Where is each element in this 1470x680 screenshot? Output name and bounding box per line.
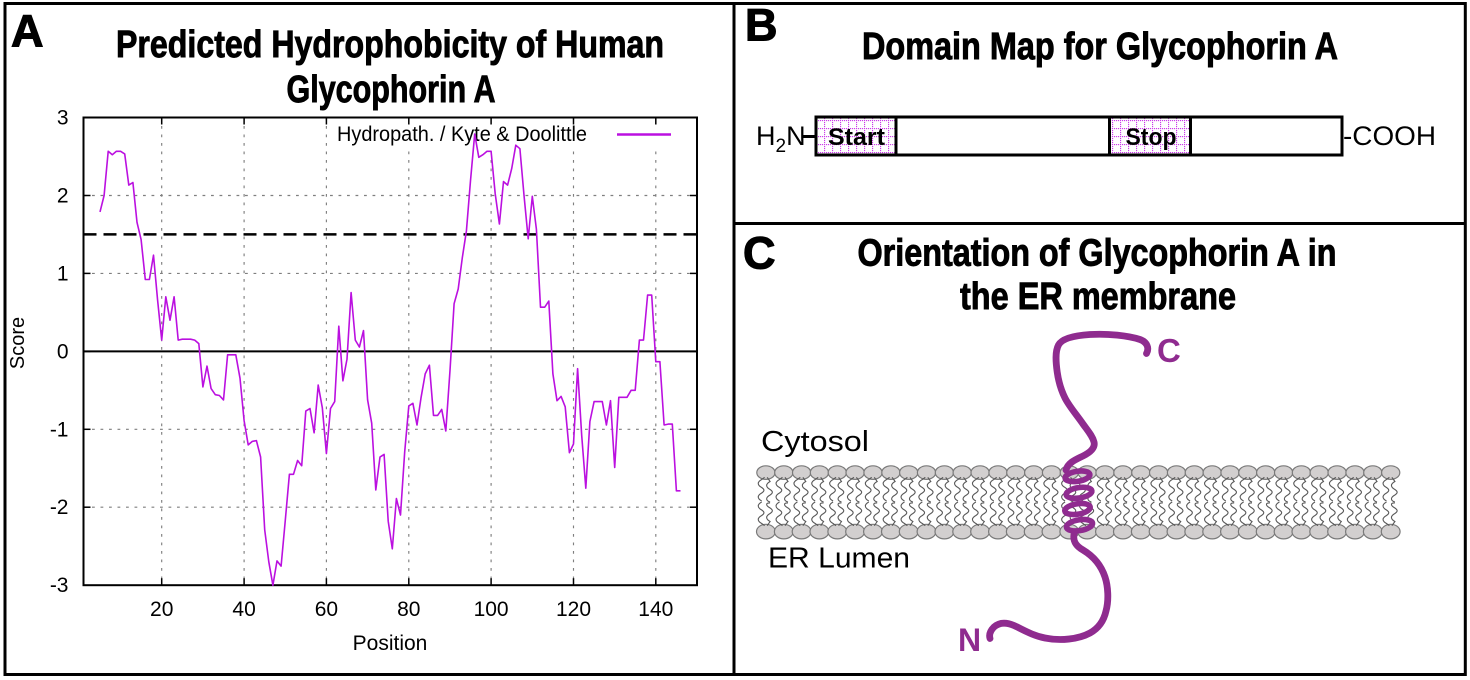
svg-text:Predicted Hydrophobicity of Hu: Predicted Hydrophobicity of Human <box>116 24 664 66</box>
svg-text:0: 0 <box>57 340 69 363</box>
svg-text:Cytosol: Cytosol <box>761 426 869 458</box>
svg-text:-3: -3 <box>50 574 69 597</box>
svg-text:120: 120 <box>556 598 591 621</box>
svg-text:the ER membrane: the ER membrane <box>960 276 1236 318</box>
svg-text:Score: Score <box>7 317 29 369</box>
svg-text:Position: Position <box>353 632 428 655</box>
svg-text:C: C <box>743 228 776 279</box>
svg-text:140: 140 <box>638 598 673 621</box>
svg-text:-1: -1 <box>50 418 69 441</box>
svg-text:40: 40 <box>232 598 255 621</box>
svg-text:2: 2 <box>57 185 69 208</box>
svg-text:1: 1 <box>57 262 69 285</box>
svg-text:20: 20 <box>150 598 173 621</box>
svg-text:100: 100 <box>474 598 509 621</box>
svg-text:Hydropath. / Kyte & Doolittle: Hydropath. / Kyte & Doolittle <box>337 123 587 146</box>
svg-text:A: A <box>11 6 44 57</box>
svg-text:Glycophorin A: Glycophorin A <box>287 69 496 111</box>
svg-text:C: C <box>1157 332 1181 369</box>
svg-text:-2: -2 <box>50 496 69 519</box>
svg-text:N: N <box>958 622 981 658</box>
svg-text:Stop: Stop <box>1126 124 1177 151</box>
svg-text:3: 3 <box>57 107 69 130</box>
svg-text:60: 60 <box>315 598 338 621</box>
svg-text:Domain Map for Glycophorin A: Domain Map for Glycophorin A <box>862 26 1338 68</box>
svg-text:Orientation of Glycophorin A i: Orientation of Glycophorin A in <box>858 233 1337 275</box>
svg-text:-COOH: -COOH <box>1343 121 1436 151</box>
svg-text:Start: Start <box>828 124 885 151</box>
svg-text:B: B <box>745 0 778 51</box>
svg-text:80: 80 <box>397 598 420 621</box>
svg-text:ER Lumen: ER Lumen <box>768 543 910 575</box>
